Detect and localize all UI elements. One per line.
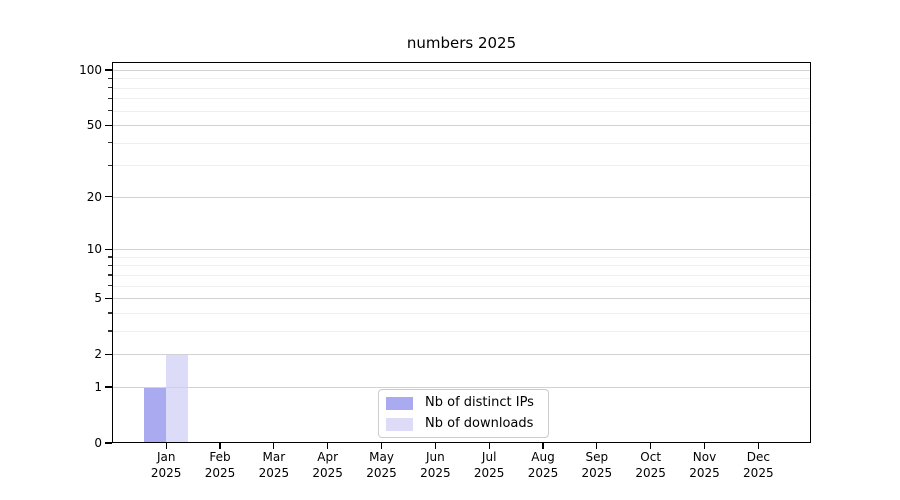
y-tick-label: 5 xyxy=(94,291,102,306)
y-tick-label: 50 xyxy=(86,118,102,133)
y-tick-mark xyxy=(105,442,112,444)
x-tick-mark xyxy=(703,443,706,449)
gridline-major xyxy=(112,69,811,71)
x-tick-mark xyxy=(488,443,490,449)
gridline-minor xyxy=(112,274,811,276)
legend-swatch-downloads xyxy=(386,417,413,431)
y-minor-tick-mark xyxy=(108,264,112,267)
y-tick-mark xyxy=(105,386,112,388)
gridline-minor xyxy=(112,87,811,89)
legend-item-distinct-ips: Nb of distinct IPs xyxy=(386,395,534,411)
y-tick-label: 20 xyxy=(86,189,102,204)
x-tick-label-jul: Jul 2025 xyxy=(473,450,505,480)
gridline-minor xyxy=(112,330,811,332)
gridline-minor xyxy=(112,265,811,267)
y-minor-tick-mark xyxy=(108,164,112,167)
y-minor-tick-mark xyxy=(108,330,112,332)
x-tick-mark xyxy=(219,443,221,449)
x-tick-mark xyxy=(165,443,167,449)
y-minor-tick-mark xyxy=(108,77,112,80)
legend-swatch-distinct-ips xyxy=(386,396,413,410)
x-tick-label-dec: Dec 2025 xyxy=(743,450,774,480)
legend-label-distinct-ips: Nb of distinct IPs xyxy=(425,395,534,410)
gridline-minor xyxy=(112,312,811,314)
y-tick-label: 100 xyxy=(79,62,102,77)
gridline-minor xyxy=(112,98,811,100)
y-tick-label: 10 xyxy=(86,242,102,257)
x-tick-label-apr: Apr 2025 xyxy=(312,450,343,480)
gridline-major xyxy=(112,386,811,388)
gridline-major xyxy=(112,298,811,300)
x-tick-mark xyxy=(273,443,275,449)
x-tick-label-aug: Aug 2025 xyxy=(527,450,559,480)
gridline-minor xyxy=(112,78,811,80)
x-tick-mark xyxy=(327,443,329,449)
y-tick-label: 1 xyxy=(94,379,102,394)
bar-nb-of-downloads-0 xyxy=(166,354,189,443)
legend-label-downloads: Nb of downloads xyxy=(425,416,534,431)
y-tick-mark xyxy=(105,69,112,71)
gridline-minor xyxy=(112,165,811,167)
x-tick-mark xyxy=(757,443,759,449)
y-tick-mark xyxy=(105,297,112,299)
gridline-minor xyxy=(112,110,811,112)
bar-nb-of-distinct-ips-0 xyxy=(144,386,167,443)
legend: Nb of distinct IPs Nb of downloads xyxy=(378,389,549,438)
x-tick-label-jan: Jan 2025 xyxy=(150,450,182,480)
x-tick-mark xyxy=(596,443,598,449)
x-tick-label-nov: Nov 2025 xyxy=(689,450,720,480)
y-minor-tick-mark xyxy=(108,312,112,314)
y-minor-tick-mark xyxy=(108,97,112,100)
x-tick-label-feb: Feb 2025 xyxy=(204,450,236,480)
x-tick-label-mar: Mar 2025 xyxy=(258,450,290,480)
gridline-major xyxy=(112,354,811,356)
gridline-major xyxy=(112,249,811,251)
x-tick-mark xyxy=(542,443,544,449)
legend-item-downloads: Nb of downloads xyxy=(386,416,534,432)
y-minor-tick-mark xyxy=(108,142,112,144)
y-tick-mark xyxy=(105,124,112,126)
y-minor-tick-mark xyxy=(108,87,112,89)
gridline-minor xyxy=(112,256,811,258)
x-tick-mark xyxy=(380,443,383,449)
x-tick-label-may: May 2025 xyxy=(366,450,397,480)
y-minor-tick-mark xyxy=(108,110,112,112)
plot-area xyxy=(112,62,811,443)
x-tick-label-sep: Sep 2025 xyxy=(581,450,613,480)
x-tick-label-oct: Oct 2025 xyxy=(635,450,666,480)
y-tick-mark xyxy=(105,248,112,250)
x-tick-mark xyxy=(434,443,436,449)
gridline-minor xyxy=(112,142,811,144)
x-tick-mark xyxy=(650,443,652,449)
chart-title: numbers 2025 xyxy=(406,34,517,52)
gridline-major xyxy=(112,125,811,127)
x-tick-label-jun: Jun 2025 xyxy=(420,450,451,480)
y-minor-tick-mark xyxy=(108,274,112,276)
y-minor-tick-mark xyxy=(108,285,112,287)
y-tick-label: 2 xyxy=(94,347,102,362)
y-tick-mark xyxy=(105,196,112,198)
y-tick-mark xyxy=(105,353,112,355)
gridline-minor xyxy=(112,285,811,287)
y-minor-tick-mark xyxy=(108,256,112,258)
y-tick-label: 0 xyxy=(94,436,102,450)
gridline-major xyxy=(112,196,811,198)
